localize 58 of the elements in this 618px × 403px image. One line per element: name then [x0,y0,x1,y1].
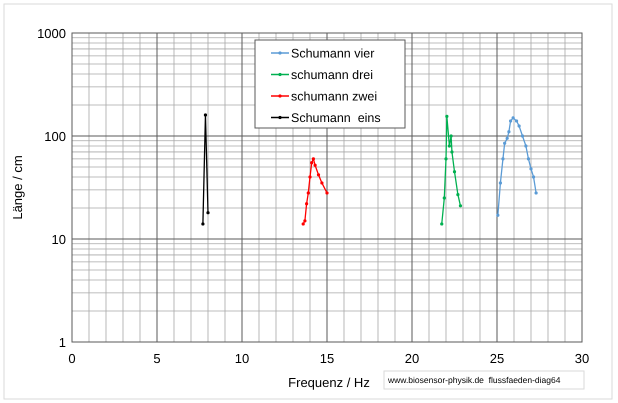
legend-label: Schumann vier [291,46,374,60]
y-tick-label: 10 [52,232,66,247]
point [524,144,528,148]
point [306,191,310,195]
x-tick-label: 5 [153,351,161,366]
point [206,211,210,214]
x-tick-label: 10 [234,351,250,366]
point [526,157,530,160]
point [503,142,506,145]
point [529,167,533,170]
y-tick-label: 1 [58,335,66,350]
point [496,214,500,217]
point [444,157,448,160]
point [518,124,521,128]
x-tick-label: 25 [490,351,504,366]
point [452,170,456,174]
x-tick-label: 20 [404,351,420,366]
point [316,173,320,176]
point [314,164,317,167]
point [514,119,518,123]
legend-label: schumann drei [291,68,373,82]
point [520,134,524,138]
point [320,181,324,185]
point [305,202,308,206]
text: www.biosensor-physik.de flussfaeden-diag64 [387,375,561,385]
point [312,157,315,160]
point [442,196,446,200]
point [302,222,305,226]
point [310,161,314,164]
point [440,222,444,226]
point [458,204,462,208]
point [201,222,204,226]
point [509,119,512,123]
point [501,157,505,160]
point [308,175,312,179]
legend-label: schumann zwei [291,90,378,104]
point [448,144,451,148]
point [450,150,454,154]
y-tick-label: 100 [44,129,66,144]
y-tick-label: 1000 [37,26,66,41]
y-axis-title: Länge / cm [10,155,25,220]
point [445,114,448,118]
point [498,181,502,185]
x-axis-title: Frequenz / Hz [288,375,370,390]
point [512,116,515,120]
point [450,134,453,138]
x-tick-label: 30 [574,351,590,366]
point [507,130,510,134]
point [456,192,460,196]
point [204,113,208,117]
x-tick-label: 0 [68,351,76,366]
point [506,136,509,140]
point [303,219,306,222]
point [532,175,536,179]
point [534,191,538,195]
legend-label: Schumann eins [291,111,381,125]
point [325,191,329,195]
x-tick-label: 15 [320,351,334,366]
